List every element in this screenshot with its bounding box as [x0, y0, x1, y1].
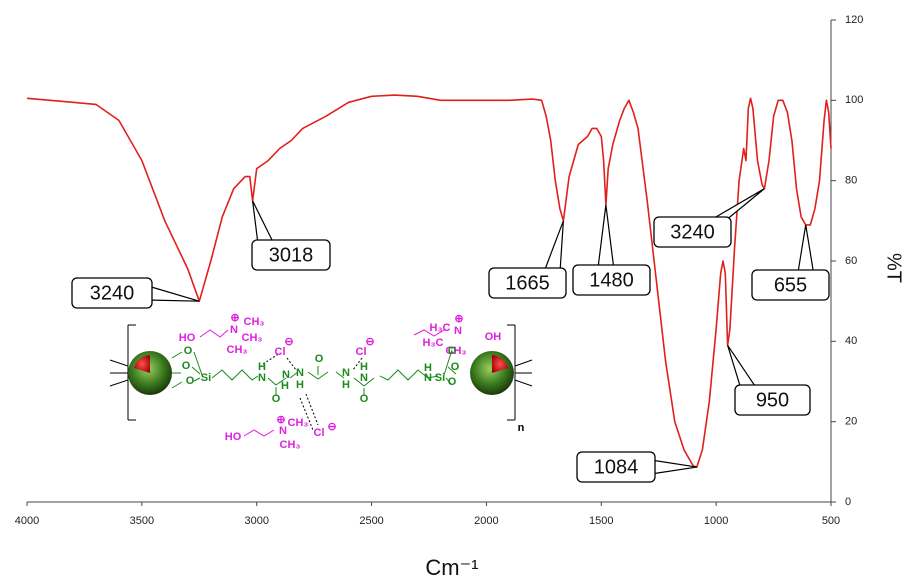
callout-pointer: [650, 459, 697, 475]
structure-label: O: [272, 393, 281, 405]
x-tick-label: 1000: [704, 515, 728, 527]
core: [492, 355, 508, 373]
callout-box: [576, 451, 656, 483]
structure-label: CH₃: [280, 439, 301, 451]
structure-label: H: [258, 361, 266, 373]
structure-label: O: [184, 345, 193, 357]
structure-label: O: [451, 361, 460, 373]
structure-label: n: [518, 422, 525, 434]
callout-label: 950: [756, 389, 789, 411]
structure-label: H: [296, 379, 304, 391]
structure-label: N: [230, 324, 238, 336]
structure-label: ⊕: [454, 313, 463, 325]
structure-label: CH₃: [446, 345, 467, 357]
x-axis-label: Cm⁻¹: [425, 555, 478, 580]
bond: [199, 328, 447, 437]
y-tick-label: 20: [845, 416, 857, 428]
callout-box: [653, 216, 732, 248]
structure-label: N: [258, 372, 266, 384]
callout-box: [751, 269, 830, 301]
structure-label: H₃C: [430, 322, 451, 334]
structure-label: H: [342, 379, 350, 391]
callout-box: [734, 384, 811, 416]
structure-label: ⊖: [365, 336, 374, 348]
y-tick-label: 60: [845, 255, 857, 267]
structure-label: Si: [201, 372, 211, 384]
structure-label: N: [424, 372, 432, 384]
structure-label: HO: [179, 332, 196, 344]
structure-label: O: [448, 345, 457, 357]
structure-label: H: [360, 361, 368, 373]
structure-label: H: [424, 362, 432, 374]
x-tick-label: 500: [822, 515, 840, 527]
callout-box: [572, 264, 651, 296]
structure-label: O: [360, 393, 369, 405]
structure-label: O: [186, 375, 195, 387]
structure-label: CH₃: [242, 332, 263, 344]
callout-pointer: [251, 200, 275, 245]
callout-pointer: [797, 224, 815, 275]
structure-label: N: [279, 425, 287, 437]
structure-label: N: [342, 367, 350, 379]
structure-label: H₃C: [423, 337, 444, 349]
callout-pointer: [147, 285, 200, 302]
structure-label: CH₃: [288, 417, 309, 429]
structure-label: ⊕: [276, 414, 285, 426]
structure-label: CH₃: [227, 344, 248, 356]
structure-label: ⊖: [327, 421, 336, 433]
structure-label: ⊕: [230, 312, 239, 324]
spectrum-line: [26, 94, 832, 468]
callout-box: [488, 267, 567, 299]
structure-label: Cl: [356, 346, 367, 358]
y-tick-label: 0: [845, 496, 851, 508]
core: [134, 355, 150, 373]
bond: [109, 359, 533, 387]
x-tick-label: 3500: [130, 515, 154, 527]
y-tick-label: 80: [845, 175, 857, 187]
callout-label: 655: [774, 274, 807, 296]
x-tick-label: 4000: [15, 515, 39, 527]
x-tick-label: 1500: [589, 515, 613, 527]
structure-label: O: [182, 360, 191, 372]
structure-label: ⊖: [284, 336, 293, 348]
y-tick-label: 120: [845, 14, 863, 26]
y-tick-label: 40: [845, 335, 857, 347]
callout-label: 1084: [594, 456, 639, 478]
x-tick-label: 3000: [244, 515, 268, 527]
structure-label: Si: [435, 372, 445, 384]
x-tick-label: 2500: [359, 515, 383, 527]
y-tick-label: 100: [845, 94, 863, 106]
callout-label: 1480: [589, 269, 634, 291]
structure-label: OH: [485, 331, 502, 343]
structure-label: N: [282, 369, 290, 381]
callout-pointer: [708, 188, 765, 222]
structure-label: Cl: [275, 346, 286, 358]
callout-pointer: [727, 345, 758, 390]
structure-label: H: [281, 380, 289, 392]
structure-label: N: [454, 325, 462, 337]
callout-label: 3240: [90, 282, 135, 304]
callout-box: [71, 277, 153, 309]
bond: [171, 349, 457, 396]
callout-label: 1665: [505, 272, 550, 294]
structure-label: HO: [225, 431, 242, 443]
callout-label: 3018: [269, 244, 314, 266]
structure-label: CH₃: [244, 316, 265, 328]
y-axis-label: %T: [883, 253, 905, 283]
structure-label: O: [315, 353, 324, 365]
callout-pointer: [543, 220, 564, 273]
callout-pointer: [597, 204, 615, 270]
callout-label: 3240: [670, 221, 715, 243]
callout-box: [251, 239, 331, 271]
structure-label: N: [296, 367, 304, 379]
structure-label: Cl: [314, 427, 325, 439]
x-tick-label: 2000: [474, 515, 498, 527]
structure-label: O: [448, 376, 457, 388]
structure-label: N: [360, 372, 368, 384]
